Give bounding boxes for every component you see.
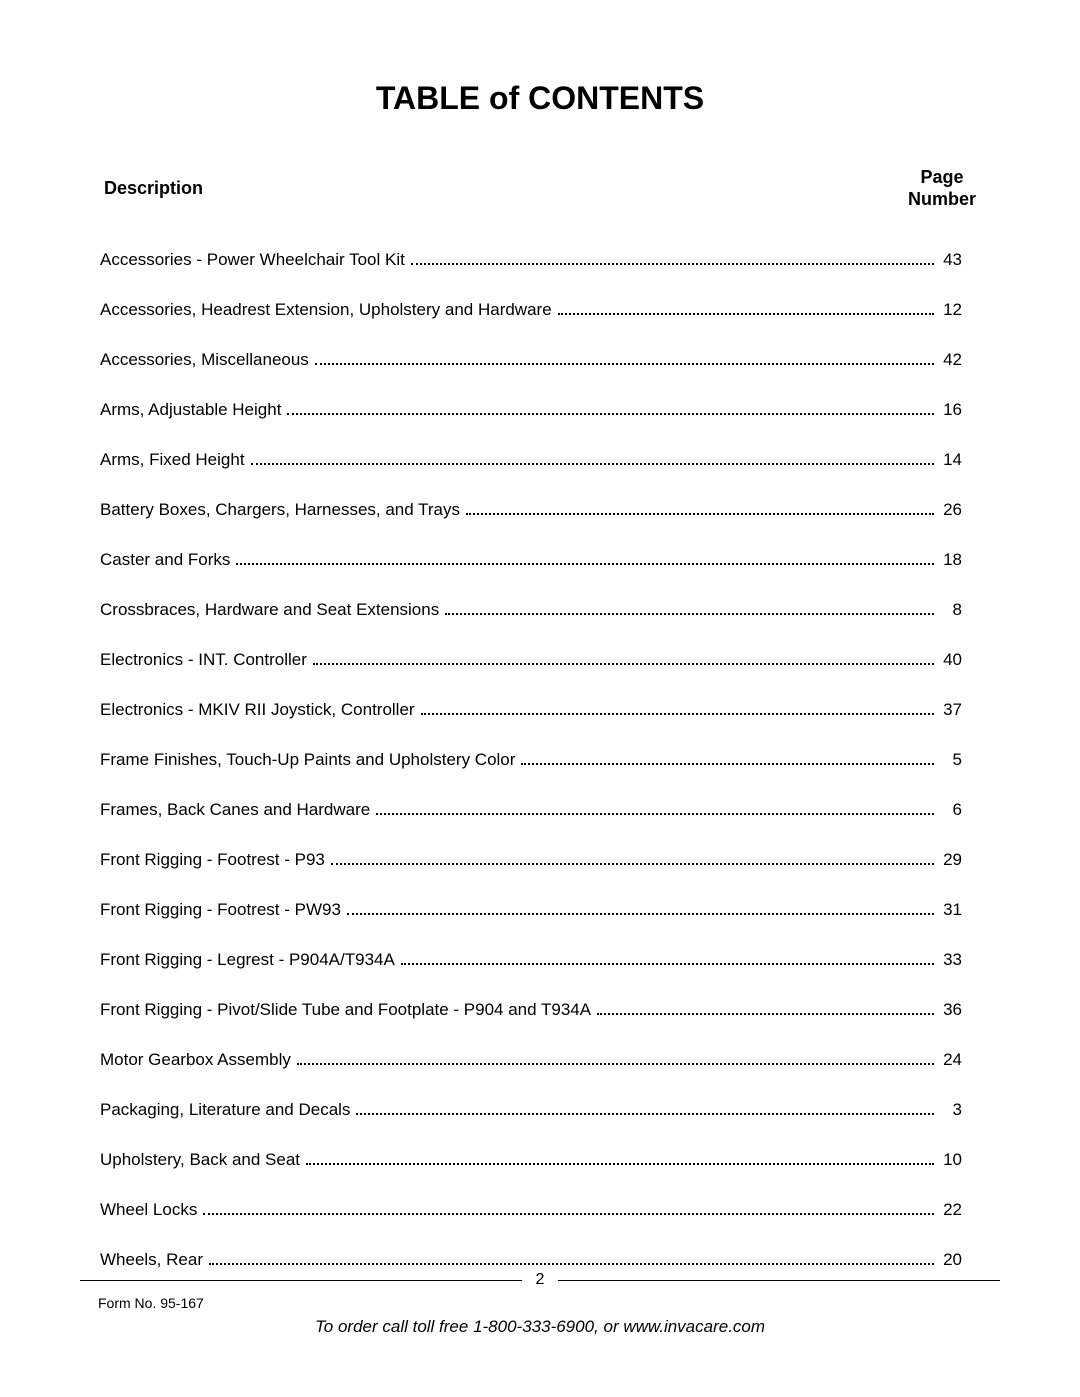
toc-row: Crossbraces, Hardware and Seat Extension… bbox=[100, 600, 980, 620]
toc-row: Arms, Fixed Height 14 bbox=[100, 450, 980, 470]
toc-description: Electronics - INT. Controller bbox=[100, 650, 307, 670]
toc-row: Frame Finishes, Touch-Up Paints and Upho… bbox=[100, 750, 980, 770]
toc-page-number: 24 bbox=[940, 1050, 980, 1070]
toc-row: Packaging, Literature and Decals 3 bbox=[100, 1100, 980, 1120]
toc-page-number: 5 bbox=[940, 750, 980, 770]
order-text: To order call toll free 1-800-333-6900, … bbox=[80, 1317, 1000, 1337]
toc-row: Front Rigging - Footrest - P93 29 bbox=[100, 850, 980, 870]
header-page-line2: Number bbox=[908, 189, 976, 211]
toc-row: Electronics - INT. Controller 40 bbox=[100, 650, 980, 670]
toc-description: Wheels, Rear bbox=[100, 1250, 203, 1270]
toc-description: Packaging, Literature and Decals bbox=[100, 1100, 350, 1120]
toc-leader-dots bbox=[421, 713, 934, 715]
toc-description: Accessories - Power Wheelchair Tool Kit bbox=[100, 250, 405, 270]
header-page-number: Page Number bbox=[908, 167, 976, 210]
toc-row: Front Rigging - Legrest - P904A/T934A 33 bbox=[100, 950, 980, 970]
toc-leader-dots bbox=[209, 1263, 934, 1265]
toc-description: Accessories, Headrest Extension, Upholst… bbox=[100, 300, 552, 320]
toc-leader-dots bbox=[297, 1063, 934, 1065]
hr-left bbox=[80, 1280, 522, 1281]
toc-leader-dots bbox=[315, 363, 934, 365]
toc-page-number: 14 bbox=[940, 450, 980, 470]
toc-row: Frames, Back Canes and Hardware 6 bbox=[100, 800, 980, 820]
toc-leader-dots bbox=[356, 1113, 934, 1115]
page-number: 2 bbox=[522, 1271, 559, 1289]
toc-leader-dots bbox=[597, 1013, 934, 1015]
toc-description: Arms, Adjustable Height bbox=[100, 400, 281, 420]
toc-row: Caster and Forks 18 bbox=[100, 550, 980, 570]
toc-description: Battery Boxes, Chargers, Harnesses, and … bbox=[100, 500, 460, 520]
toc-description: Upholstery, Back and Seat bbox=[100, 1150, 300, 1170]
toc-description: Frame Finishes, Touch-Up Paints and Upho… bbox=[100, 750, 515, 770]
toc-leader-dots bbox=[466, 513, 934, 515]
toc-leader-dots bbox=[445, 613, 934, 615]
toc-page-number: 10 bbox=[940, 1150, 980, 1170]
toc-row: Battery Boxes, Chargers, Harnesses, and … bbox=[100, 500, 980, 520]
toc-row: Front Rigging - Pivot/Slide Tube and Foo… bbox=[100, 1000, 980, 1020]
toc-row: Arms, Adjustable Height 16 bbox=[100, 400, 980, 420]
toc-page-number: 22 bbox=[940, 1200, 980, 1220]
toc-page-number: 16 bbox=[940, 400, 980, 420]
toc-leader-dots bbox=[401, 963, 934, 965]
toc-page-number: 37 bbox=[940, 700, 980, 720]
toc-description: Wheel Locks bbox=[100, 1200, 197, 1220]
toc-row: Accessories - Power Wheelchair Tool Kit 4… bbox=[100, 250, 980, 270]
toc-description: Front Rigging - Footrest - PW93 bbox=[100, 900, 341, 920]
toc-row: Front Rigging - Footrest - PW93 31 bbox=[100, 900, 980, 920]
toc-page-number: 18 bbox=[940, 550, 980, 570]
toc-row: Upholstery, Back and Seat 10 bbox=[100, 1150, 980, 1170]
toc-page-number: 20 bbox=[940, 1250, 980, 1270]
toc-page-number: 29 bbox=[940, 850, 980, 870]
toc-description: Accessories, Miscellaneous bbox=[100, 350, 309, 370]
toc-description: Caster and Forks bbox=[100, 550, 230, 570]
toc-description: Electronics - MKIV RII Joystick, Control… bbox=[100, 700, 415, 720]
toc-leader-dots bbox=[251, 463, 934, 465]
toc-row: Accessories, Miscellaneous 42 bbox=[100, 350, 980, 370]
toc-header-row: Description Page Number bbox=[100, 167, 980, 210]
page-title: TABLE of CONTENTS bbox=[100, 80, 980, 117]
toc-page-number: 43 bbox=[940, 250, 980, 270]
page-number-line: 2 bbox=[80, 1271, 1000, 1289]
page-footer: 2 Form No. 95-167 To order call toll fre… bbox=[80, 1271, 1000, 1337]
toc-row: Wheels, Rear 20 bbox=[100, 1250, 980, 1270]
toc-description: Motor Gearbox Assembly bbox=[100, 1050, 291, 1070]
toc-leader-dots bbox=[287, 413, 934, 415]
hr-right bbox=[558, 1280, 1000, 1281]
toc-row: Accessories, Headrest Extension, Upholst… bbox=[100, 300, 980, 320]
toc-leader-dots bbox=[411, 263, 934, 265]
toc-leader-dots bbox=[376, 813, 934, 815]
toc-page-number: 12 bbox=[940, 300, 980, 320]
header-description: Description bbox=[104, 178, 203, 199]
toc-list: Accessories - Power Wheelchair Tool Kit 4… bbox=[100, 250, 980, 1300]
toc-leader-dots bbox=[313, 663, 934, 665]
toc-leader-dots bbox=[331, 863, 934, 865]
toc-page-number: 3 bbox=[940, 1100, 980, 1120]
toc-leader-dots bbox=[236, 563, 934, 565]
toc-description: Front Rigging - Footrest - P93 bbox=[100, 850, 325, 870]
form-number: Form No. 95-167 bbox=[98, 1295, 1000, 1311]
toc-row: Electronics - MKIV RII Joystick, Control… bbox=[100, 700, 980, 720]
toc-page-number: 8 bbox=[940, 600, 980, 620]
toc-leader-dots bbox=[347, 913, 934, 915]
toc-description: Frames, Back Canes and Hardware bbox=[100, 800, 370, 820]
toc-description: Front Rigging - Pivot/Slide Tube and Foo… bbox=[100, 1000, 591, 1020]
toc-page-number: 33 bbox=[940, 950, 980, 970]
page-container: TABLE of CONTENTS Description Page Numbe… bbox=[0, 0, 1080, 1397]
header-page-line1: Page bbox=[908, 167, 976, 189]
toc-description: Crossbraces, Hardware and Seat Extension… bbox=[100, 600, 439, 620]
toc-page-number: 26 bbox=[940, 500, 980, 520]
toc-page-number: 6 bbox=[940, 800, 980, 820]
toc-page-number: 42 bbox=[940, 350, 980, 370]
toc-page-number: 36 bbox=[940, 1000, 980, 1020]
toc-row: Wheel Locks 22 bbox=[100, 1200, 980, 1220]
toc-description: Front Rigging - Legrest - P904A/T934A bbox=[100, 950, 395, 970]
toc-leader-dots bbox=[203, 1213, 934, 1215]
toc-leader-dots bbox=[558, 313, 934, 315]
toc-row: Motor Gearbox Assembly 24 bbox=[100, 1050, 980, 1070]
toc-description: Arms, Fixed Height bbox=[100, 450, 245, 470]
toc-leader-dots bbox=[306, 1163, 934, 1165]
toc-page-number: 40 bbox=[940, 650, 980, 670]
toc-page-number: 31 bbox=[940, 900, 980, 920]
toc-leader-dots bbox=[521, 763, 934, 765]
